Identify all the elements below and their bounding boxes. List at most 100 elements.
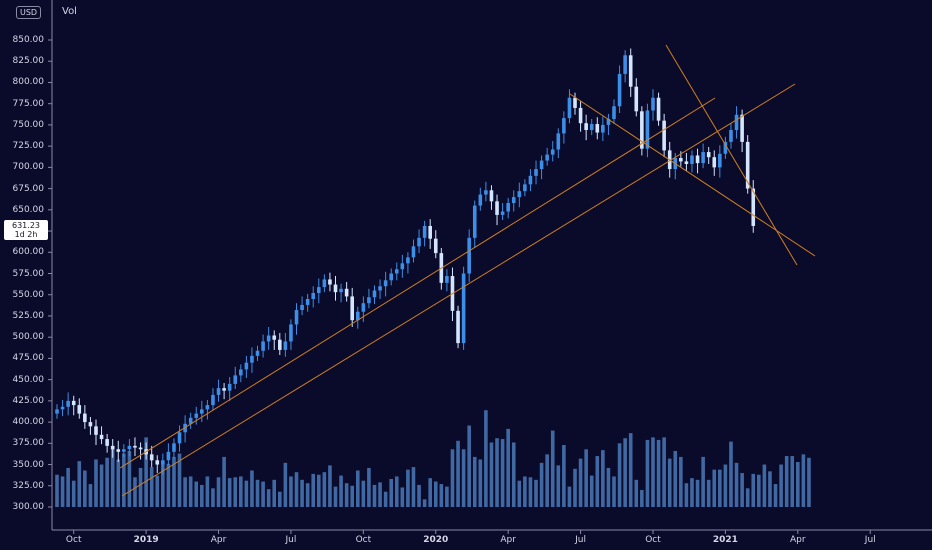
volume-bar: [227, 478, 232, 507]
candle-down: [712, 157, 717, 168]
candle-down: [662, 120, 666, 151]
volume-bar: [450, 449, 455, 507]
volume-bar: [461, 449, 466, 507]
volume-bar: [289, 476, 293, 507]
volume-bar: [757, 474, 761, 507]
y-tick-label: 800.00: [12, 77, 45, 88]
volume-bar: [623, 438, 627, 507]
candle-up: [194, 413, 199, 418]
volume-bar: [539, 462, 544, 507]
volume-bar: [333, 486, 338, 507]
candle-down: [155, 460, 160, 465]
candle-down: [456, 310, 460, 344]
candle-down: [751, 188, 756, 226]
volume-bar: [556, 465, 561, 507]
volume-bar: [105, 457, 109, 507]
candle-up: [378, 286, 382, 291]
volume-bar: [294, 472, 299, 507]
candle-up: [406, 257, 410, 264]
volume-bar: [662, 437, 666, 507]
volume-bar: [250, 470, 254, 507]
volume-bar: [350, 485, 355, 507]
volume-bar: [433, 481, 438, 507]
volume-bar: [484, 410, 488, 507]
volume-bar: [701, 456, 705, 507]
volume-bar: [272, 479, 277, 507]
candle-down: [573, 97, 577, 108]
x-tick-label: Apr: [210, 535, 227, 545]
volume-bar: [205, 476, 210, 507]
x-tick-label: Oct: [355, 535, 372, 545]
volume-bar: [144, 437, 148, 507]
volume-bar: [472, 456, 477, 507]
candle-up: [383, 280, 388, 287]
currency-label[interactable]: USD: [16, 6, 42, 19]
volume-bar: [417, 484, 421, 507]
trendline-upper-channel[interactable]: [119, 97, 716, 469]
candle-up: [283, 341, 288, 350]
candle-up: [316, 287, 321, 294]
candle-down: [628, 55, 633, 87]
candle-up: [389, 273, 393, 281]
volume-bar: [656, 439, 661, 507]
y-tick-label: 525.00: [12, 310, 45, 321]
volume-bar: [617, 443, 622, 507]
candle-up: [484, 190, 488, 195]
y-tick-label: 725.00: [12, 141, 45, 152]
y-tick-label: 300.00: [12, 502, 45, 512]
candle-down: [83, 413, 87, 423]
candle-up: [718, 153, 722, 168]
candle-down: [272, 335, 277, 340]
candle-up: [161, 460, 165, 465]
candle-down: [133, 445, 137, 448]
volume-bar: [690, 478, 694, 507]
x-tick-label: Apr: [790, 535, 806, 545]
x-tick-label: 2021: [712, 535, 738, 545]
volume-bar: [255, 479, 260, 507]
trendline-steep-descending[interactable]: [665, 44, 798, 266]
volume-bar: [779, 464, 783, 507]
volume-bar: [355, 470, 360, 507]
volume-indicator-label[interactable]: Vol: [62, 6, 77, 17]
y-tick-label: 425.00: [12, 395, 45, 406]
volume-bar: [712, 469, 717, 507]
candle-down: [344, 288, 349, 297]
candle-up: [255, 350, 260, 356]
volume-bar: [718, 469, 722, 507]
y-tick-label: 700.00: [12, 162, 45, 173]
volume-bar: [534, 479, 538, 507]
candle-up: [66, 400, 70, 407]
volume-bar: [71, 480, 76, 507]
volume-bar: [467, 425, 471, 507]
candle-up: [55, 409, 59, 414]
volume-bar: [801, 454, 806, 507]
candle-up: [545, 154, 549, 161]
volume-bar: [734, 462, 739, 507]
trendline-lower-channel[interactable]: [121, 83, 796, 497]
candle-down: [740, 114, 744, 142]
volume-bar: [278, 491, 282, 507]
y-tick-label: 350.00: [12, 459, 45, 470]
volume-bar: [400, 487, 405, 507]
candle-down: [77, 405, 82, 414]
volume-bar: [628, 433, 633, 507]
volume-bars: [55, 410, 811, 507]
volume-bar: [389, 478, 393, 507]
volume-bar: [83, 470, 87, 507]
candle-down: [495, 201, 499, 215]
volume-bar: [567, 486, 572, 507]
trendline-descending-top[interactable]: [569, 93, 816, 257]
volume-bar: [634, 479, 639, 507]
candle-up: [394, 269, 399, 274]
candle-up: [417, 237, 421, 247]
volume-bar: [545, 454, 549, 507]
candle-up: [461, 273, 466, 344]
candle-down: [116, 449, 121, 452]
volume-bar: [679, 456, 683, 507]
volume-bar: [367, 467, 371, 507]
candle-up: [211, 394, 215, 406]
volume-bar: [161, 464, 165, 507]
candle-up: [472, 205, 477, 238]
candle-down: [333, 284, 338, 293]
